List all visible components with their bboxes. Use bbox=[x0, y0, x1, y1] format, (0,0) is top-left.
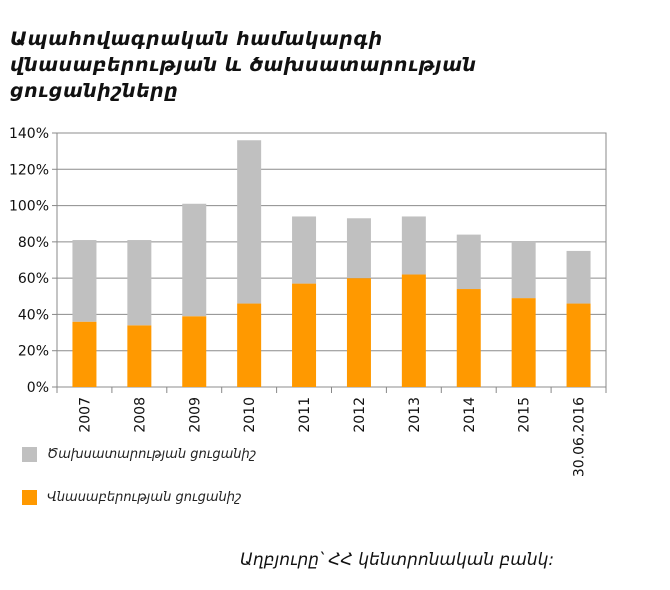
y-tick-label: 120% bbox=[9, 162, 49, 178]
legend-label-loss: Վնասաբերության ցուցանիշ bbox=[47, 490, 242, 505]
bar-loss-ratio bbox=[511, 298, 536, 387]
bar-expense-ratio bbox=[401, 216, 426, 275]
x-tick-label: 2011 bbox=[297, 397, 313, 433]
legend-label-expense: Ծախսատարության ցուցանիշ bbox=[47, 447, 257, 462]
x-tick-label: 2008 bbox=[132, 397, 148, 433]
x-tick-label: 2009 bbox=[187, 397, 203, 433]
x-tick-label: 2010 bbox=[242, 397, 258, 433]
y-tick-label: 40% bbox=[18, 307, 49, 323]
x-tick-label: 2014 bbox=[462, 397, 478, 433]
bar-loss-ratio bbox=[237, 303, 262, 387]
bar-loss-ratio bbox=[456, 289, 481, 387]
bar-loss-ratio bbox=[127, 325, 152, 387]
bar-expense-ratio bbox=[456, 234, 481, 290]
bar-expense-ratio bbox=[72, 240, 97, 322]
y-tick-label: 80% bbox=[18, 235, 49, 251]
bar-loss-ratio bbox=[346, 278, 371, 387]
chart-title: Ապահովագրական համակարգի վնասաբերության և… bbox=[10, 28, 477, 102]
x-tick-label: 2007 bbox=[77, 397, 93, 433]
y-tick-label: 140% bbox=[9, 126, 49, 142]
bar-expense-ratio bbox=[292, 216, 317, 284]
y-tick-label: 60% bbox=[18, 271, 49, 287]
bar-expense-ratio bbox=[237, 140, 262, 304]
bar-expense-ratio bbox=[566, 250, 591, 304]
bar-expense-ratio bbox=[127, 240, 152, 326]
x-tick-label: 2012 bbox=[352, 397, 368, 433]
x-tick-label: 2013 bbox=[407, 397, 423, 433]
bar-expense-ratio bbox=[182, 203, 207, 317]
legend-swatch-expense bbox=[22, 447, 37, 462]
y-tick-label: 100% bbox=[9, 199, 49, 215]
source-note: Աղբյուրը՝ ՀՀ կենտրոնական բանկ: bbox=[240, 550, 555, 570]
legend-item-expense: Ծախսատարության ցուցանիշ bbox=[22, 447, 256, 462]
bar-loss-ratio bbox=[182, 316, 207, 387]
bar-expense-ratio bbox=[346, 218, 371, 279]
y-tick-label: 0% bbox=[27, 380, 49, 396]
bar-loss-ratio bbox=[292, 283, 317, 387]
x-tick-label: 30.06.2016 bbox=[572, 397, 588, 477]
x-tick-label: 2015 bbox=[517, 397, 533, 433]
bar-loss-ratio bbox=[566, 303, 591, 387]
legend-item-loss: Վնասաբերության ցուցանիշ bbox=[22, 490, 241, 505]
bar-loss-ratio bbox=[72, 321, 97, 387]
bar-expense-ratio bbox=[511, 241, 536, 299]
y-tick-label: 20% bbox=[18, 344, 49, 360]
bar-loss-ratio bbox=[401, 274, 426, 387]
legend-swatch-loss bbox=[22, 490, 37, 505]
